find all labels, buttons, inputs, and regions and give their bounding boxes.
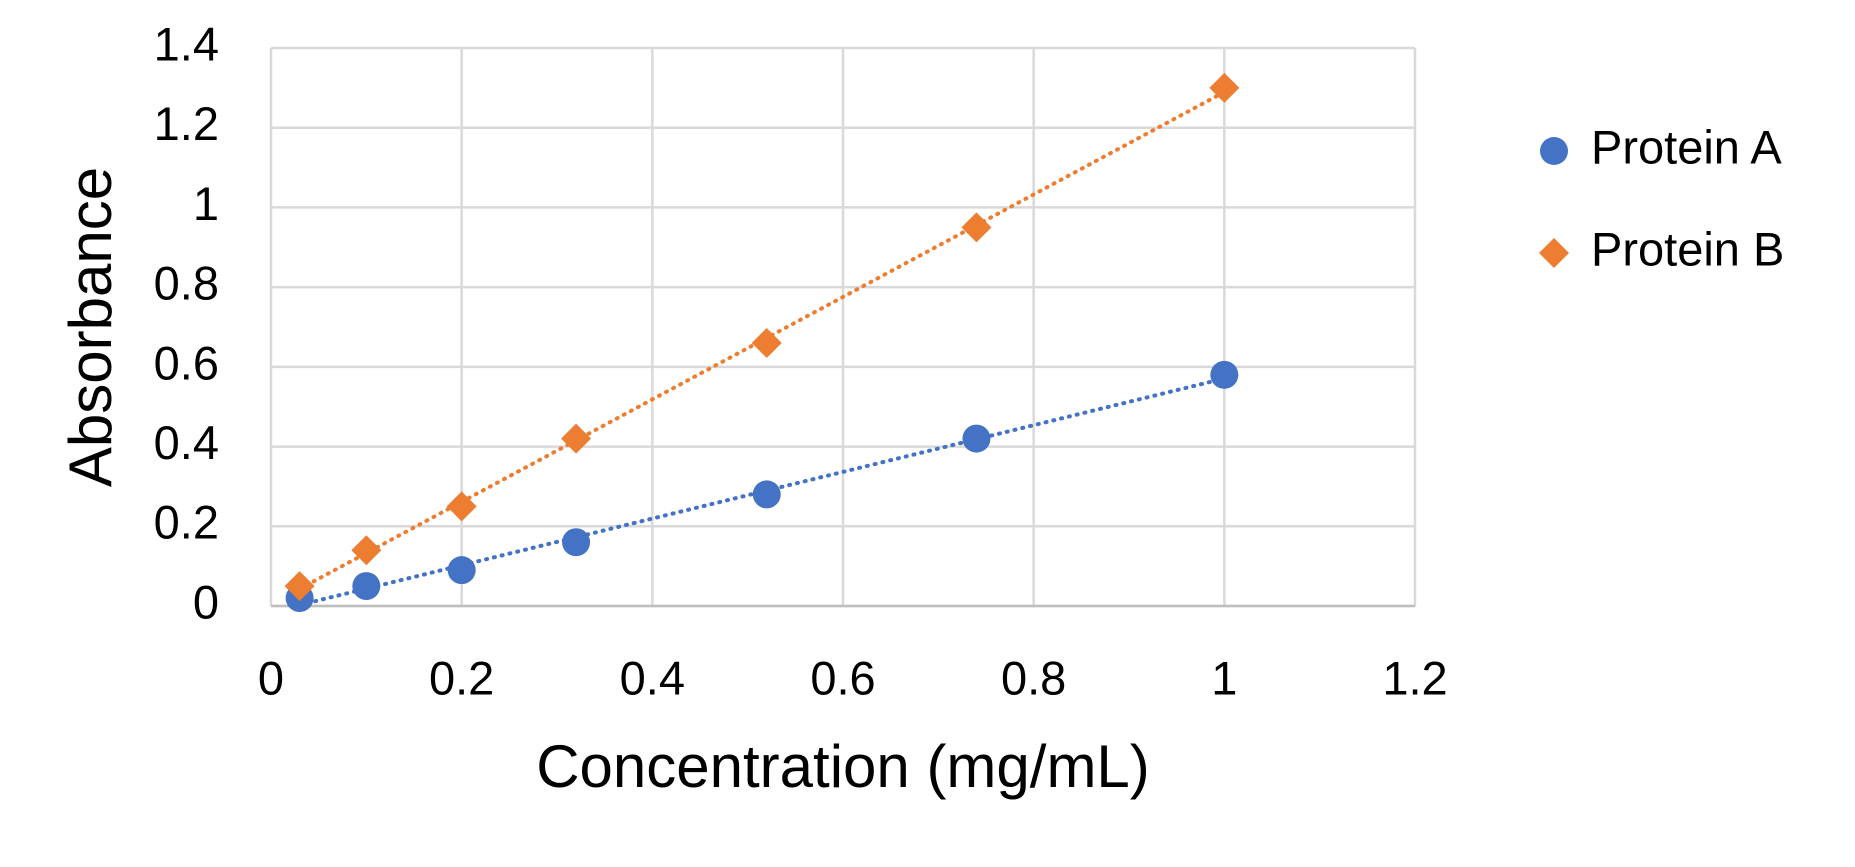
- data-point: [446, 491, 477, 522]
- x-tick-label: 1.2: [1382, 651, 1447, 704]
- y-tick-label: 0.2: [154, 496, 219, 549]
- y-tick-label: 0.4: [154, 416, 219, 469]
- data-point: [961, 212, 992, 243]
- x-tick-label: 0.2: [429, 651, 494, 704]
- data-point: [752, 480, 781, 509]
- x-tick-label: 0.4: [620, 651, 685, 704]
- data-point: [562, 528, 591, 557]
- y-tick-label: 1.2: [154, 97, 219, 150]
- data-point: [1209, 72, 1240, 103]
- y-axis-title: Absorbance: [57, 167, 124, 487]
- y-tick-label: 0.6: [154, 336, 219, 389]
- data-point: [352, 572, 381, 601]
- x-tick-label: 1: [1211, 651, 1237, 704]
- y-tick-label: 0.8: [154, 257, 219, 310]
- legend-label: Protein A: [1591, 120, 1782, 173]
- data-point: [1210, 360, 1239, 389]
- data-point: [284, 571, 315, 602]
- y-tick-label: 0: [193, 575, 219, 628]
- x-axis-title: Concentration (mg/mL): [536, 733, 1150, 800]
- y-tick-label: 1.4: [154, 17, 219, 70]
- data-point: [561, 423, 592, 454]
- legend-marker: [1540, 137, 1568, 165]
- data-point: [962, 424, 991, 453]
- legend-marker: [1539, 238, 1569, 268]
- x-tick-label: 0.8: [1001, 651, 1066, 704]
- y-tick-label: 1: [193, 177, 219, 230]
- data-point: [447, 556, 476, 585]
- data-point: [351, 535, 382, 566]
- x-tick-label: 0.6: [810, 651, 875, 704]
- legend-label: Protein B: [1591, 222, 1784, 275]
- data-point: [751, 327, 782, 358]
- x-tick-label: 0: [258, 651, 284, 704]
